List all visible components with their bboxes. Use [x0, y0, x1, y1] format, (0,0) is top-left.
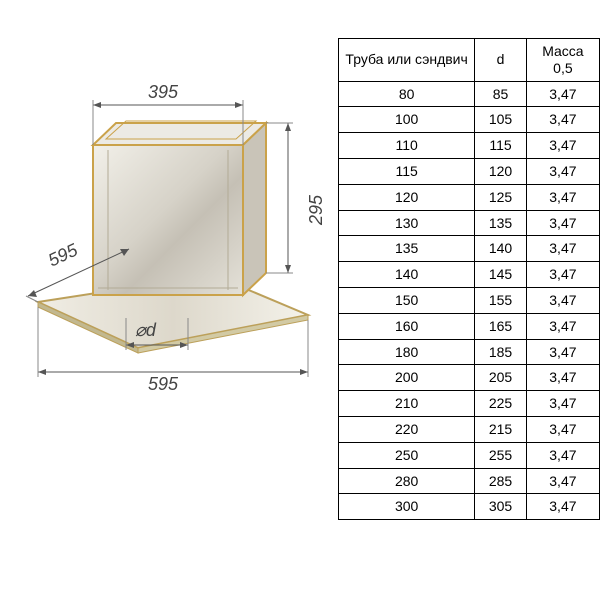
table-cell: 3,47 — [526, 236, 599, 262]
table-cell: 3,47 — [526, 391, 599, 417]
table-row: 1501553,47 — [339, 287, 600, 313]
table-row: 1301353,47 — [339, 210, 600, 236]
table-cell: 135 — [339, 236, 475, 262]
table-cell: 285 — [475, 468, 527, 494]
specs-table: Труба или сэндвич d Масса 0,5 80853,4710… — [338, 38, 600, 520]
box-side — [243, 123, 266, 295]
table-cell: 180 — [339, 339, 475, 365]
table-cell: 255 — [475, 442, 527, 468]
table-row: 1101153,47 — [339, 133, 600, 159]
table-cell: 300 — [339, 494, 475, 520]
table-cell: 100 — [339, 107, 475, 133]
col-header-d: d — [475, 39, 527, 82]
table-cell: 80 — [339, 81, 475, 107]
box-top — [93, 123, 266, 145]
table-cell: 3,47 — [526, 158, 599, 184]
table-cell: 3,47 — [526, 81, 599, 107]
table-cell: 140 — [475, 236, 527, 262]
table-cell: 3,47 — [526, 262, 599, 288]
table-cell: 215 — [475, 416, 527, 442]
table-cell: 115 — [339, 158, 475, 184]
table-row: 2102253,47 — [339, 391, 600, 417]
table-cell: 220 — [339, 416, 475, 442]
table-row: 1351403,47 — [339, 236, 600, 262]
table-cell: 160 — [339, 313, 475, 339]
dim-top: 395 — [148, 82, 178, 103]
col-header-mass: Масса 0,5 — [526, 39, 599, 82]
table-row: 1601653,47 — [339, 313, 600, 339]
table-row: 1201253,47 — [339, 184, 600, 210]
table-cell: 3,47 — [526, 133, 599, 159]
dim-bottom: 595 — [148, 374, 178, 395]
table-cell: 85 — [475, 81, 527, 107]
table-row: 2802853,47 — [339, 468, 600, 494]
table-row: 1801853,47 — [339, 339, 600, 365]
table-row: 1151203,47 — [339, 158, 600, 184]
table-row: 80853,47 — [339, 81, 600, 107]
table-cell: 210 — [339, 391, 475, 417]
table-cell: 135 — [475, 210, 527, 236]
table-cell: 185 — [475, 339, 527, 365]
table-cell: 105 — [475, 107, 527, 133]
table-cell: 145 — [475, 262, 527, 288]
table-cell: 155 — [475, 287, 527, 313]
table-cell: 115 — [475, 133, 527, 159]
table-cell: 225 — [475, 391, 527, 417]
table-cell: 165 — [475, 313, 527, 339]
table-cell: 3,47 — [526, 313, 599, 339]
dim-diameter: ⌀d — [135, 320, 156, 341]
table-cell: 110 — [339, 133, 475, 159]
dim-right: 295 — [306, 195, 327, 225]
table-cell: 125 — [475, 184, 527, 210]
table-cell: 3,47 — [526, 339, 599, 365]
table-cell: 3,47 — [526, 287, 599, 313]
table-cell: 250 — [339, 442, 475, 468]
table-row: 2502553,47 — [339, 442, 600, 468]
table-row: 1401453,47 — [339, 262, 600, 288]
table-cell: 120 — [339, 184, 475, 210]
table-cell: 3,47 — [526, 365, 599, 391]
table-cell: 205 — [475, 365, 527, 391]
table-cell: 3,47 — [526, 494, 599, 520]
table-cell: 280 — [339, 468, 475, 494]
table-row: 1001053,47 — [339, 107, 600, 133]
table-cell: 140 — [339, 262, 475, 288]
table-cell: 3,47 — [526, 107, 599, 133]
table-cell: 3,47 — [526, 416, 599, 442]
table-row: 2202153,47 — [339, 416, 600, 442]
technical-diagram: 395 295 595 ⌀d 595 — [8, 50, 328, 450]
table-cell: 150 — [339, 287, 475, 313]
table-cell: 3,47 — [526, 184, 599, 210]
table-cell: 305 — [475, 494, 527, 520]
table-header-row: Труба или сэндвич d Масса 0,5 — [339, 39, 600, 82]
box-front — [93, 145, 243, 295]
table-cell: 3,47 — [526, 210, 599, 236]
table-row: 3003053,47 — [339, 494, 600, 520]
table-row: 2002053,47 — [339, 365, 600, 391]
table-cell: 3,47 — [526, 442, 599, 468]
table-cell: 120 — [475, 158, 527, 184]
table-cell: 130 — [339, 210, 475, 236]
table-cell: 200 — [339, 365, 475, 391]
col-header-pipe: Труба или сэндвич — [339, 39, 475, 82]
table-cell: 3,47 — [526, 468, 599, 494]
